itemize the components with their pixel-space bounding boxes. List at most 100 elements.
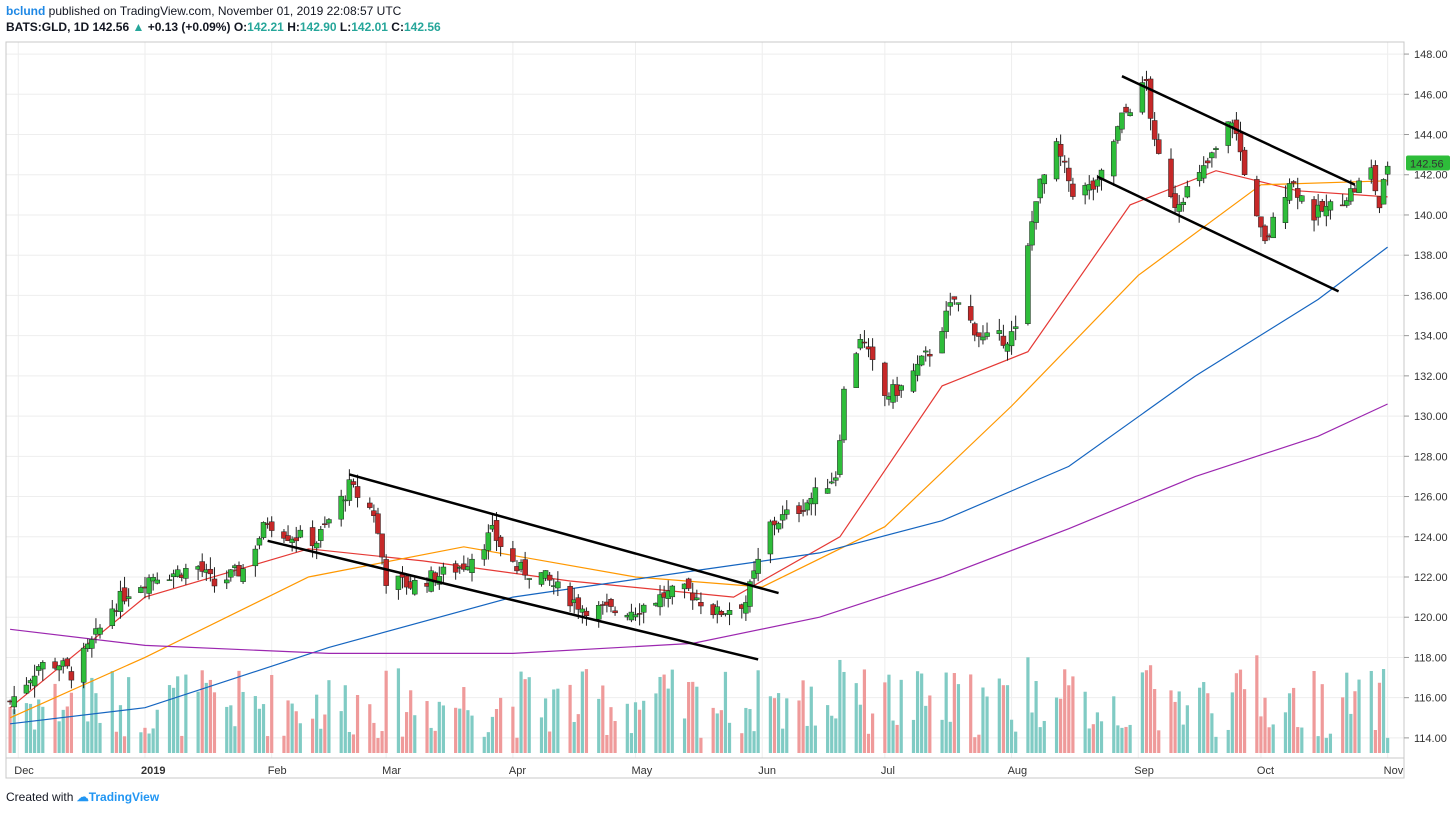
volume-bar (1034, 681, 1038, 753)
volume-bar (171, 687, 176, 753)
volume-bar (1230, 692, 1234, 753)
volume-bar (719, 710, 723, 753)
volume-bar (519, 671, 523, 753)
volume-bar (1255, 655, 1259, 753)
trendline (1121, 75, 1356, 186)
ma-50-line (9, 180, 1388, 719)
volume-bar (8, 706, 12, 753)
volume-bar (499, 697, 503, 753)
price-tick-label: 114.00 (1414, 733, 1447, 745)
time-tick-label: Mar (382, 765, 401, 777)
volume-bar (539, 717, 544, 753)
candle-body (784, 509, 790, 515)
volume-bar (1087, 728, 1091, 753)
volume-bar (286, 700, 290, 753)
candle-body (293, 537, 299, 542)
volume-bar (1054, 697, 1059, 753)
moving-averages (9, 170, 1388, 725)
volume-bar (413, 715, 417, 753)
candle-body (751, 570, 757, 579)
candle-body (285, 535, 291, 542)
volume-bar (977, 734, 981, 753)
trendline (1096, 175, 1340, 293)
candle-body (1012, 326, 1019, 329)
candle-body (326, 519, 332, 524)
candle-body (1025, 245, 1031, 324)
high-value: 142.90 (299, 20, 337, 34)
candle-body (174, 569, 181, 577)
time-tick-label: Oct (1257, 765, 1274, 777)
candle-body (796, 505, 802, 514)
candle-body (89, 639, 95, 649)
volume-bar (584, 669, 589, 753)
symbol-label: BATS:GLD, 1D (6, 20, 90, 34)
volume-bars (8, 655, 1390, 753)
candle-body (166, 579, 173, 581)
candle-body (1061, 160, 1068, 163)
volume-bar (257, 708, 262, 753)
candle-body (146, 577, 152, 594)
candle-body (268, 521, 275, 531)
volume-bar (711, 707, 715, 753)
volume-bar (1271, 724, 1275, 753)
candle-body (914, 363, 921, 376)
volume-bar (752, 731, 756, 753)
ma-100-line (10, 246, 1388, 725)
volume-bar (270, 674, 274, 753)
candle-body (56, 665, 62, 671)
candle-body (595, 605, 602, 620)
volume-bar (298, 723, 302, 753)
candle-body (939, 331, 945, 354)
volume-bar (691, 681, 695, 753)
candle-body (800, 510, 806, 512)
volume-bar (830, 715, 834, 753)
candle-body (714, 606, 721, 615)
volume-bar (470, 715, 474, 753)
candle-body (52, 661, 58, 669)
ma-20-line (9, 170, 1388, 709)
tradingview-brand[interactable]: TradingView (88, 790, 160, 804)
tradingview-logo-icon[interactable]: ☁ (76, 790, 89, 804)
volume-bar (266, 736, 270, 753)
plot-frame (5, 41, 1405, 779)
candle-body (223, 579, 230, 584)
trendlines[interactable] (267, 75, 1356, 661)
time-tick-label: Jun (758, 765, 776, 777)
candle-body (694, 597, 700, 600)
volume-bar (212, 692, 217, 753)
volume-bar (12, 709, 16, 753)
volume-bar (57, 721, 61, 753)
volume-bar (682, 718, 687, 753)
candle-body (1286, 183, 1293, 201)
volume-bar (715, 713, 719, 753)
candle-body (240, 568, 246, 582)
volume-bar (98, 722, 102, 753)
volume-bar (899, 679, 903, 753)
volume-bar (372, 722, 376, 753)
volume-bar (605, 734, 609, 753)
price-tick-label: 140.00 (1414, 210, 1448, 222)
volume-bar (870, 713, 875, 753)
volume-bar (90, 677, 94, 753)
candle-body (338, 495, 344, 520)
candle-body (669, 585, 676, 598)
volume-bar (1296, 727, 1300, 753)
price-axis[interactable]: 114.00 116.00 118.00 120.00 122.00 124.00 126.… (1404, 49, 1448, 745)
candle-body (567, 586, 573, 607)
author-name[interactable]: bclund (6, 4, 46, 18)
candle-body (183, 568, 189, 579)
price-tick-label: 144.00 (1414, 130, 1448, 142)
candle-body (1205, 160, 1211, 164)
volume-bar (1095, 712, 1100, 753)
volume-bar (523, 679, 527, 753)
time-axis[interactable]: Dec 2019 Feb Mar Apr May Jun Jul Aug Sep Oct Nov (14, 765, 1403, 777)
volume-bar (580, 671, 584, 753)
volume-bar (740, 733, 744, 753)
volume-bar (1038, 727, 1042, 753)
volume-bar (956, 684, 961, 753)
volume-bar (748, 709, 752, 753)
volume-bar (1210, 713, 1214, 753)
volume-bar (1014, 731, 1018, 753)
candle-body (1237, 132, 1244, 153)
